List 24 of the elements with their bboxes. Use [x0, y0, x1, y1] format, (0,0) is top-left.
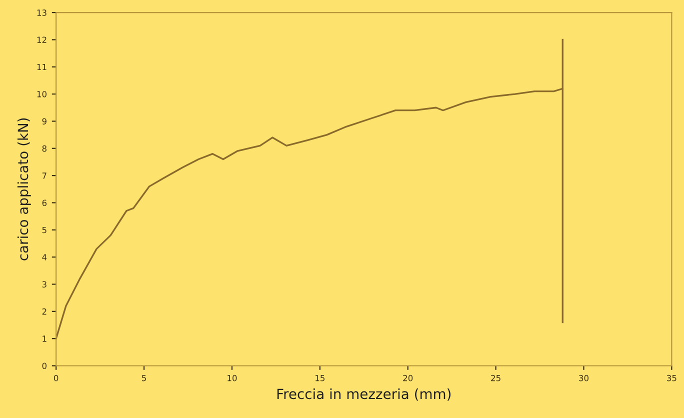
y-tick-label: 4 [42, 254, 47, 260]
x-tick-label: 35 [667, 374, 676, 382]
y-tick-label: 7 [42, 172, 46, 179]
y-tick-label: 3 [42, 281, 46, 288]
y-tick-label: 13 [37, 10, 46, 16]
x-axis-title: Freccia in mezzeria (mm) [277, 388, 451, 401]
x-tick-label: 20 [403, 374, 413, 382]
y-tick-label: 0 [42, 362, 47, 370]
y-tick-label: 11 [37, 64, 46, 70]
x-tick-label: 10 [228, 374, 237, 382]
x-tick-label: 15 [316, 375, 324, 382]
x-tick-label: 0 [54, 374, 58, 382]
x-tick-label: 30 [579, 374, 588, 382]
y-tick-label: 9 [42, 118, 46, 125]
x-tick-label: 25 [491, 374, 500, 382]
x-tick-label: 5 [142, 375, 146, 382]
y-tick-label: 6 [42, 200, 47, 206]
y-tick-label: 12 [37, 36, 46, 43]
y-tick-label: 2 [42, 308, 46, 315]
y-tick-label: 5 [42, 226, 46, 234]
y-axis-title: carico applicato (kN) [17, 118, 31, 260]
y-tick-label: 1 [42, 336, 46, 342]
y-tick-label: 10 [37, 91, 47, 98]
y-tick-label: 8 [42, 145, 46, 152]
